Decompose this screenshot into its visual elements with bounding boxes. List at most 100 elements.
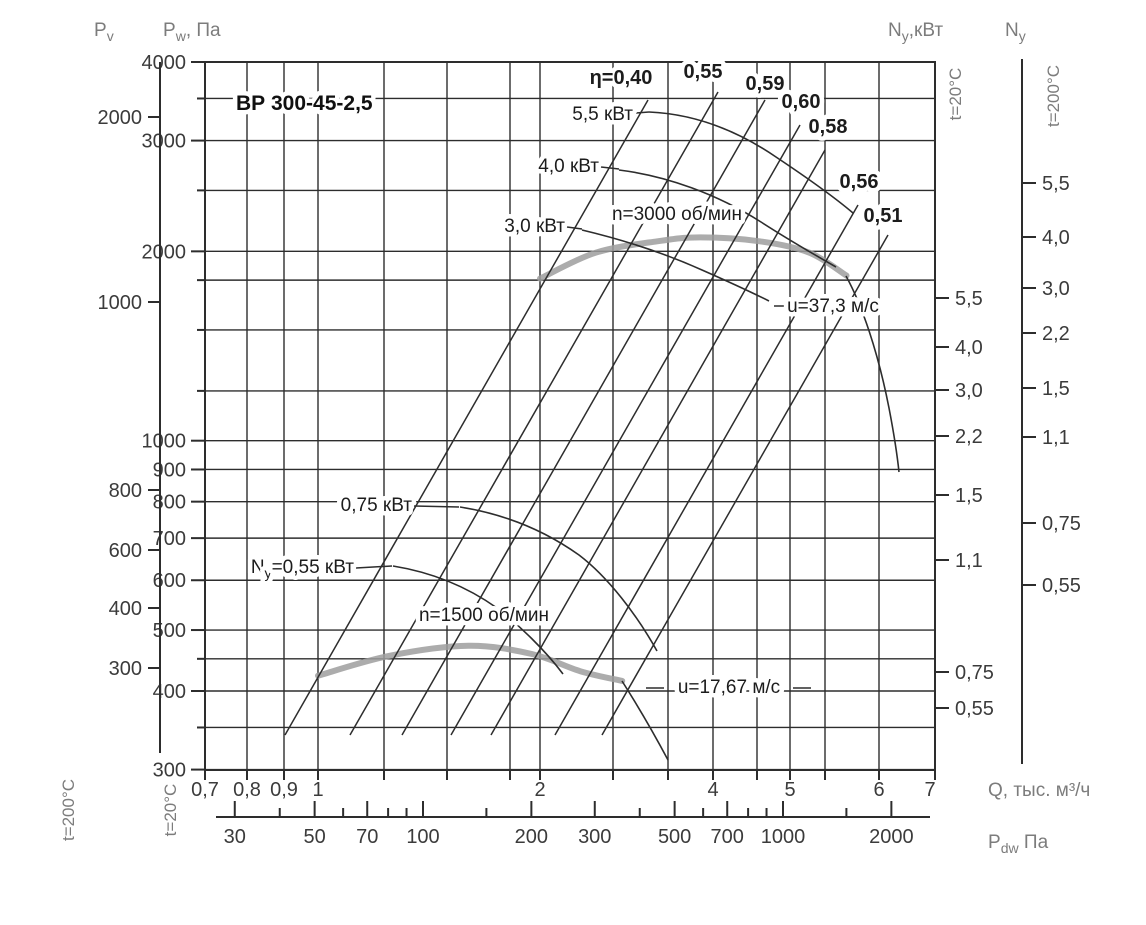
pressure-curve-n1500-tail bbox=[621, 680, 669, 761]
speed-low-label: n=1500 об/мин bbox=[419, 605, 549, 626]
speed-high-label: n=3000 об/мин bbox=[612, 204, 742, 225]
pressure-curve-n3000-tail bbox=[845, 275, 900, 473]
ny20-tick-label: 0,55 bbox=[955, 698, 994, 720]
pw-tick-label: 4000 bbox=[142, 52, 187, 74]
q-axis-title: Q, тыс. м³/ч bbox=[988, 780, 1090, 801]
pv-tick-label: 300 bbox=[109, 658, 142, 680]
q-tick-label: 0,9 bbox=[270, 779, 298, 801]
efficiency-line-5 bbox=[554, 204, 859, 736]
efficiency-label: 0,51 bbox=[864, 205, 903, 227]
u-low-label: u=17,67 м/с bbox=[678, 677, 780, 698]
pw-tick-label: 500 bbox=[153, 620, 186, 642]
pv-tick-label: 800 bbox=[109, 480, 142, 502]
pw-tick-label: 900 bbox=[153, 459, 186, 481]
q-tick-label: 0,7 bbox=[191, 779, 219, 801]
pressure-curve-n1500 bbox=[315, 642, 626, 684]
chart-title: ВР 300-45-2,5 bbox=[236, 92, 373, 115]
pdw-axis-title: Pdw Па bbox=[988, 832, 1049, 856]
ny200-tick-label: 4,0 bbox=[1042, 227, 1070, 249]
ny200-tick-label: 3,0 bbox=[1042, 278, 1070, 300]
pdw-tick-label: 1000 bbox=[761, 826, 806, 848]
efficiency-line-4 bbox=[490, 149, 826, 736]
efficiency-label: 0,59 bbox=[746, 73, 785, 95]
efficiency-line-3 bbox=[450, 124, 801, 736]
power-label: 4,0 кВт bbox=[538, 156, 599, 177]
temp-top-200-label: t=200°C bbox=[1044, 65, 1063, 127]
efficiency-label: 0,58 bbox=[809, 116, 848, 138]
efficiency-label: 0,60 bbox=[782, 91, 821, 113]
plot-border bbox=[204, 61, 936, 771]
ny200-tick-label: 1,5 bbox=[1042, 378, 1070, 400]
power-curve-4-0kw bbox=[618, 169, 837, 268]
power-label: 0,75 кВт bbox=[341, 495, 413, 516]
pdw-tick-label: 500 bbox=[658, 826, 691, 848]
ny20-tick-label: 0,75 bbox=[955, 662, 994, 684]
pdw-tick-label: 50 bbox=[304, 826, 326, 848]
ny-kw-axis-title: Ny,кВт bbox=[888, 20, 943, 44]
ny-axis-title: Ny bbox=[1005, 20, 1026, 44]
label-leader-line bbox=[635, 111, 650, 114]
pressure-curves-layer bbox=[315, 234, 850, 684]
ny20-tick-label: 5,5 bbox=[955, 288, 983, 310]
temp-bottom-200-label: t=200°C bbox=[59, 779, 78, 841]
ny20-tick-label: 1,1 bbox=[955, 550, 983, 572]
ny20-tick-label: 4,0 bbox=[955, 337, 983, 359]
label-leader-line bbox=[566, 226, 583, 230]
ny20-tick-label: 2,2 bbox=[955, 426, 983, 448]
pw-tick-label: 400 bbox=[153, 681, 186, 703]
efficiency-label: 0,56 bbox=[840, 171, 879, 193]
pdw-tick-label: 70 bbox=[356, 826, 378, 848]
label-leader-line bbox=[355, 565, 393, 569]
label-leader-line bbox=[413, 505, 460, 508]
ny200-tick-label: 0,55 bbox=[1042, 575, 1081, 597]
ny200-tick-label: 1,1 bbox=[1042, 427, 1070, 449]
pw-tick-label: 600 bbox=[153, 570, 186, 592]
q-tick-label: 1 bbox=[312, 779, 323, 801]
ny20-tick-label: 3,0 bbox=[955, 380, 983, 402]
pw-tick-label: 700 bbox=[153, 528, 186, 550]
pw-tick-label: 300 bbox=[153, 760, 186, 782]
pdw-tick-label: 30 bbox=[224, 826, 246, 848]
power-label: 3,0 кВт bbox=[504, 216, 565, 237]
power-curve-3-0kw bbox=[581, 229, 770, 302]
efficiency-line-6 bbox=[601, 234, 889, 736]
q-tick-label: 7 bbox=[924, 779, 935, 801]
efficiency-line-0 bbox=[284, 99, 649, 736]
pressure-curve-n3000 bbox=[537, 234, 850, 282]
power-curve-0-55kw bbox=[392, 565, 564, 675]
label-leader-line bbox=[600, 166, 620, 170]
efficiency-line-1 bbox=[349, 91, 719, 736]
ny200-tick-label: 5,5 bbox=[1042, 173, 1070, 195]
pv-tick-label: 1000 bbox=[98, 292, 143, 314]
q-tick-label: 2 bbox=[534, 779, 545, 801]
ny200-tick-label: 0,75 bbox=[1042, 513, 1081, 535]
pv-tick-label: 2000 bbox=[98, 107, 143, 129]
power-label-ny: Ny=0,55 кВт bbox=[251, 557, 354, 581]
thin-curves-layer bbox=[284, 91, 900, 761]
power-label: 5,5 кВт bbox=[572, 104, 633, 125]
power-curve-0-75kw bbox=[459, 506, 658, 652]
pdw-tick-label: 300 bbox=[578, 826, 611, 848]
curve-labels-layer: η=0,40 0,55 0,590,60 0,58 0,56 0,51 5,5 кВт 4,0… bbox=[246, 57, 907, 586]
pw-tick-label: 3000 bbox=[142, 131, 187, 153]
efficiency-label: η=0,40 bbox=[590, 67, 653, 89]
axes-layer: 4000300020001000900800700600500400300200… bbox=[98, 52, 1081, 848]
ny200-tick-label: 2,2 bbox=[1042, 323, 1070, 345]
q-tick-label: 4 bbox=[707, 779, 718, 801]
pdw-tick-label: 200 bbox=[515, 826, 548, 848]
pv-tick-label: 400 bbox=[109, 598, 142, 620]
pdw-tick-label: 700 bbox=[711, 826, 744, 848]
efficiency-label: 0,55 bbox=[684, 61, 723, 83]
temp-top-20-label: t=20°C bbox=[946, 68, 965, 121]
power-curve-5-5kw bbox=[648, 111, 854, 214]
temp-bottom-20-label: t=20°C bbox=[161, 784, 180, 837]
pv-tick-label: 600 bbox=[109, 540, 142, 562]
pw-axis-title: Pw, Па bbox=[163, 20, 221, 44]
efficiency-line-2 bbox=[401, 99, 766, 736]
pdw-tick-label: 2000 bbox=[869, 826, 914, 848]
pw-tick-label: 2000 bbox=[142, 241, 187, 263]
pv-axis-title: Pv bbox=[94, 20, 114, 44]
ny20-tick-label: 1,5 bbox=[955, 485, 983, 507]
u-high-label: u=37,3 м/с bbox=[787, 296, 879, 317]
